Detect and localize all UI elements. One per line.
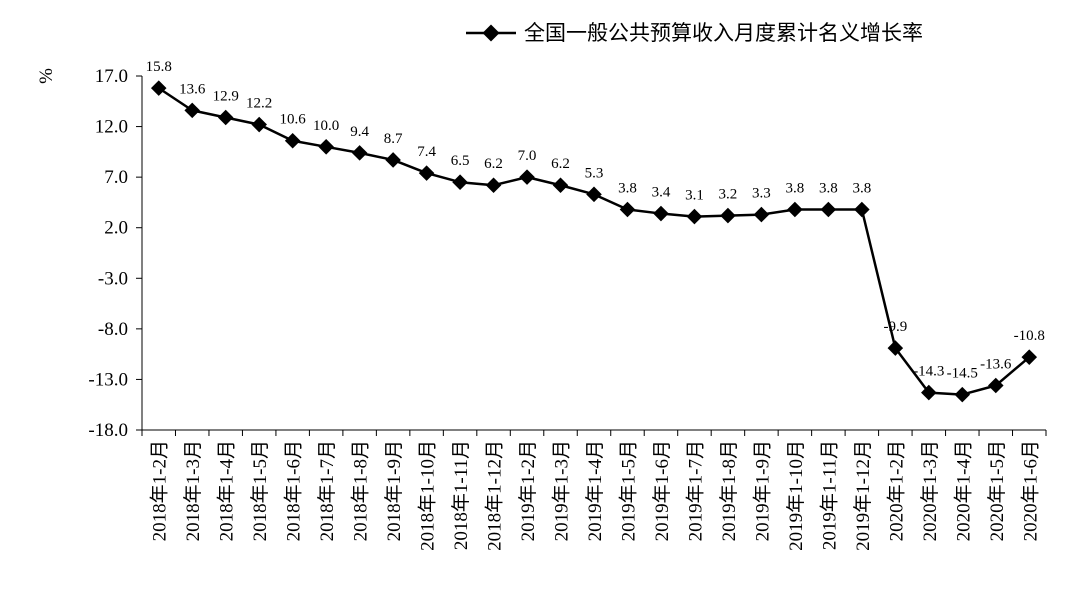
data-label: 7.4	[417, 144, 436, 160]
data-point	[653, 205, 669, 222]
x-tick-label: 2019年1-6月	[651, 440, 673, 541]
data-label: 7.0	[518, 148, 537, 164]
data-point	[150, 80, 167, 96]
x-tick-label: 2020年1-6月	[1019, 440, 1041, 541]
x-tick-label: 2019年1-12月	[852, 440, 874, 551]
data-point	[351, 145, 368, 161]
data-label: 3.8	[618, 181, 637, 197]
x-tick-label: 2018年1-9月	[383, 440, 405, 541]
data-label: 15.8	[146, 59, 172, 75]
data-point	[1021, 349, 1038, 365]
legend-marker	[482, 24, 500, 42]
x-tick-label: 2018年1-11月	[450, 440, 472, 550]
data-label: 10.6	[280, 112, 307, 128]
x-tick-label: 2020年1-3月	[919, 440, 941, 541]
data-label: 3.8	[852, 181, 871, 197]
data-label: 10.0	[313, 118, 339, 134]
data-label: 13.6	[179, 81, 206, 97]
x-tick-label: 2020年1-2月	[885, 440, 907, 541]
x-tick-label: 2019年1-5月	[617, 440, 639, 541]
data-label: 12.2	[246, 96, 272, 112]
data-point	[619, 201, 636, 218]
data-point	[720, 207, 736, 224]
data-point	[753, 206, 770, 223]
data-label: -10.8	[1014, 328, 1045, 344]
data-label: -14.3	[913, 364, 944, 380]
data-point	[552, 177, 569, 194]
data-label: -13.6	[980, 356, 1012, 372]
y-tick-label: 7.0	[104, 167, 128, 188]
x-tick-label: 2018年1-5月	[249, 440, 271, 541]
x-tick-label: 2019年1-4月	[584, 440, 606, 541]
y-tick-label: -8.0	[98, 319, 128, 340]
data-label: -14.5	[947, 366, 978, 382]
data-label: 3.4	[652, 185, 671, 201]
data-point	[418, 165, 435, 181]
x-axis	[141, 429, 1047, 436]
y-tick-label: 2.0	[104, 218, 128, 239]
x-tick-label: 2019年1-8月	[718, 440, 740, 541]
data-point	[318, 139, 334, 155]
data-point	[686, 208, 703, 225]
data-label: 6.2	[551, 156, 570, 172]
data-label: 3.8	[786, 181, 805, 197]
y-tick-label: -13.0	[88, 369, 128, 390]
x-tick-label: 2019年1-10月	[785, 440, 807, 551]
y-axis-unit: %	[36, 68, 57, 84]
legend: 全国一般公共预算收入月度累计名义增长率	[466, 21, 923, 45]
data-point	[954, 386, 971, 403]
data-labels: 15.8 13.6 12.9 12.2 10.6 10.0 9.4 8.7 7.4 6.5 6.2 7…	[146, 59, 1045, 381]
data-point	[217, 109, 234, 126]
x-tick-label: 2019年1-9月	[751, 440, 773, 541]
y-tick-label: 17.0	[95, 66, 128, 87]
x-tick-label: 2018年1-2月	[149, 440, 171, 541]
data-label: 12.9	[213, 88, 239, 104]
y-tick-label: 12.0	[95, 117, 128, 138]
x-tick-label: 2020年1-4月	[952, 440, 974, 541]
x-tick-label: 2018年1-8月	[350, 440, 372, 541]
legend-label: 全国一般公共预算收入月度累计名义增长率	[524, 21, 923, 45]
x-tick-label: 2019年1-7月	[684, 440, 706, 541]
x-tick-label: 2018年1-3月	[182, 440, 204, 541]
data-label: 8.7	[384, 131, 403, 147]
data-point	[385, 152, 401, 168]
x-tick-labels: 2018年1-2月 2018年1-3月 2018年1-4月 2018年1-5月 2018…	[149, 440, 1042, 551]
data-label: 5.3	[585, 165, 604, 181]
data-point	[251, 116, 267, 133]
x-tick-label: 2018年1-4月	[216, 440, 238, 541]
y-tick-label: -3.0	[98, 268, 128, 289]
series-0	[150, 80, 1038, 403]
x-tick-label: 2019年1-2月	[517, 440, 539, 541]
data-label: 3.8	[819, 181, 838, 197]
data-point	[452, 174, 468, 190]
x-tick-label: 2018年1-10月	[417, 440, 439, 551]
data-point	[820, 201, 837, 218]
data-label: -9.9	[883, 319, 907, 335]
y-tick-label: -18.0	[88, 420, 128, 441]
data-point	[519, 169, 535, 185]
x-tick-label: 2018年1-6月	[283, 440, 305, 541]
x-tick-label: 2019年1-11月	[818, 440, 840, 550]
data-point	[485, 177, 502, 194]
data-point	[586, 186, 602, 203]
data-label: 9.4	[350, 124, 369, 140]
data-label: 3.2	[719, 187, 738, 203]
data-label: 3.1	[685, 188, 704, 204]
data-point	[284, 132, 301, 149]
x-tick-label: 2019年1-3月	[551, 440, 573, 541]
data-label: 6.5	[451, 153, 470, 169]
data-point	[787, 201, 803, 218]
data-point	[854, 201, 870, 218]
x-tick-label: 2018年1-12月	[484, 440, 506, 551]
data-point	[184, 102, 201, 119]
data-label: 3.3	[752, 186, 771, 202]
x-tick-label: 2020年1-5月	[986, 440, 1008, 541]
x-tick-label: 2018年1-7月	[316, 440, 338, 541]
y-axis: 17.0 12.0 7.0 2.0 -3.0 -8.0 -13.0 -18.0	[88, 66, 143, 441]
data-label: 6.2	[484, 156, 503, 172]
